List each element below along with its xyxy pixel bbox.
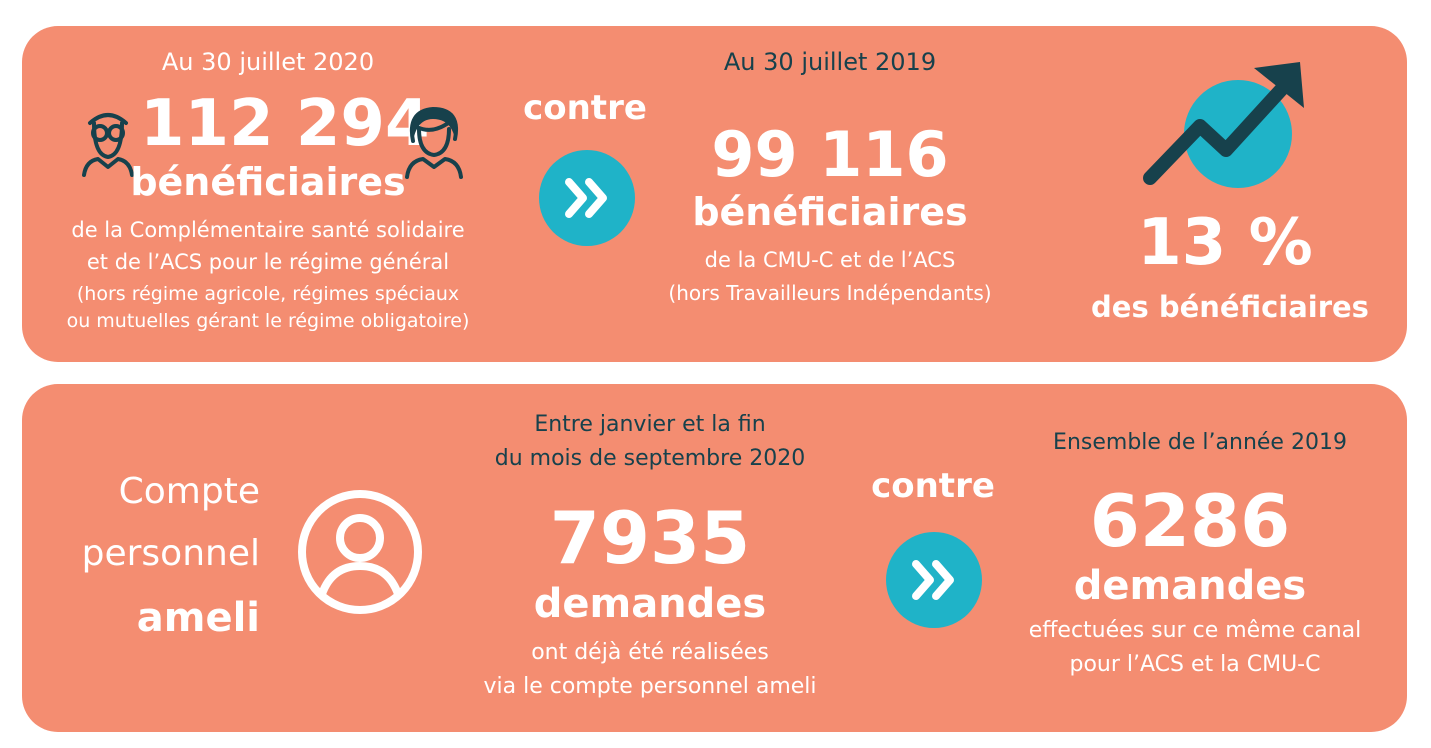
period-2020-line-1: Entre janvier et la fin [534, 412, 766, 437]
beneficiaries-panel [22, 26, 1407, 362]
ameli-account-panel [22, 384, 1407, 732]
double-chevron-icon [886, 532, 982, 628]
requests-2020-desc-2: via le compte personnel ameli [483, 674, 817, 699]
date-2019-label: Au 30 juillet 2019 [723, 48, 937, 76]
beneficiaries-2019-number: 99 116 [711, 118, 949, 191]
trend-up-arrow-icon [1143, 62, 1304, 188]
ameli-title-line-2: personnel [81, 533, 260, 574]
requests-2020-unit: demandes [533, 581, 767, 627]
beneficiaries-2020-note-1: (hors régime agricole, régimes spéciaux [76, 283, 460, 305]
beneficiaries-2020-number: 112 294 [140, 87, 430, 161]
beneficiaries-2020-desc-1: de la Complémentaire santé solidaire [71, 218, 465, 242]
requests-2019-desc-2: pour l’ACS et la CMU-C [1069, 652, 1321, 677]
ameli-title-line-3: ameli [136, 595, 260, 641]
period-2019-label: Ensemble de l’année 2019 [1053, 430, 1347, 455]
increase-percent: 13 % [1137, 206, 1313, 280]
requests-2019-unit: demandes [1073, 563, 1307, 609]
beneficiaries-2020-unit: bénéficiaires [130, 160, 406, 204]
man-with-glasses-icon [82, 113, 134, 177]
requests-2020-desc-1: ont déjà été réalisées [531, 640, 769, 665]
period-2020-line-2: du mois de septembre 2020 [494, 446, 806, 471]
beneficiaries-2019-desc-2: (hors Travailleurs Indépendants) [668, 281, 992, 305]
contre-label-bottom: contre [871, 466, 995, 506]
beneficiaries-2020-desc-2: et de l’ACS pour le régime général [86, 250, 450, 274]
requests-2019-number: 6286 [1089, 479, 1291, 563]
ameli-title-line-1: Compte [118, 471, 260, 512]
double-chevron-icon [539, 150, 635, 246]
beneficiaries-2019-desc-1: de la CMU-C et de l’ACS [704, 248, 956, 272]
beneficiaries-2019-unit: bénéficiaires [692, 190, 968, 234]
requests-2020-number: 7935 [549, 496, 751, 580]
contre-label-top: contre [523, 88, 647, 128]
requests-2019-desc-1: effectuées sur ce même canal [1028, 618, 1362, 643]
woman-icon [405, 107, 463, 179]
user-circle-icon [298, 490, 422, 614]
increase-label: des bénéficiaires [1091, 290, 1369, 324]
date-2020-label: Au 30 juillet 2020 [161, 48, 375, 76]
beneficiaries-2020-note-2: ou mutuelles gérant le régime obligatoir… [66, 310, 470, 332]
